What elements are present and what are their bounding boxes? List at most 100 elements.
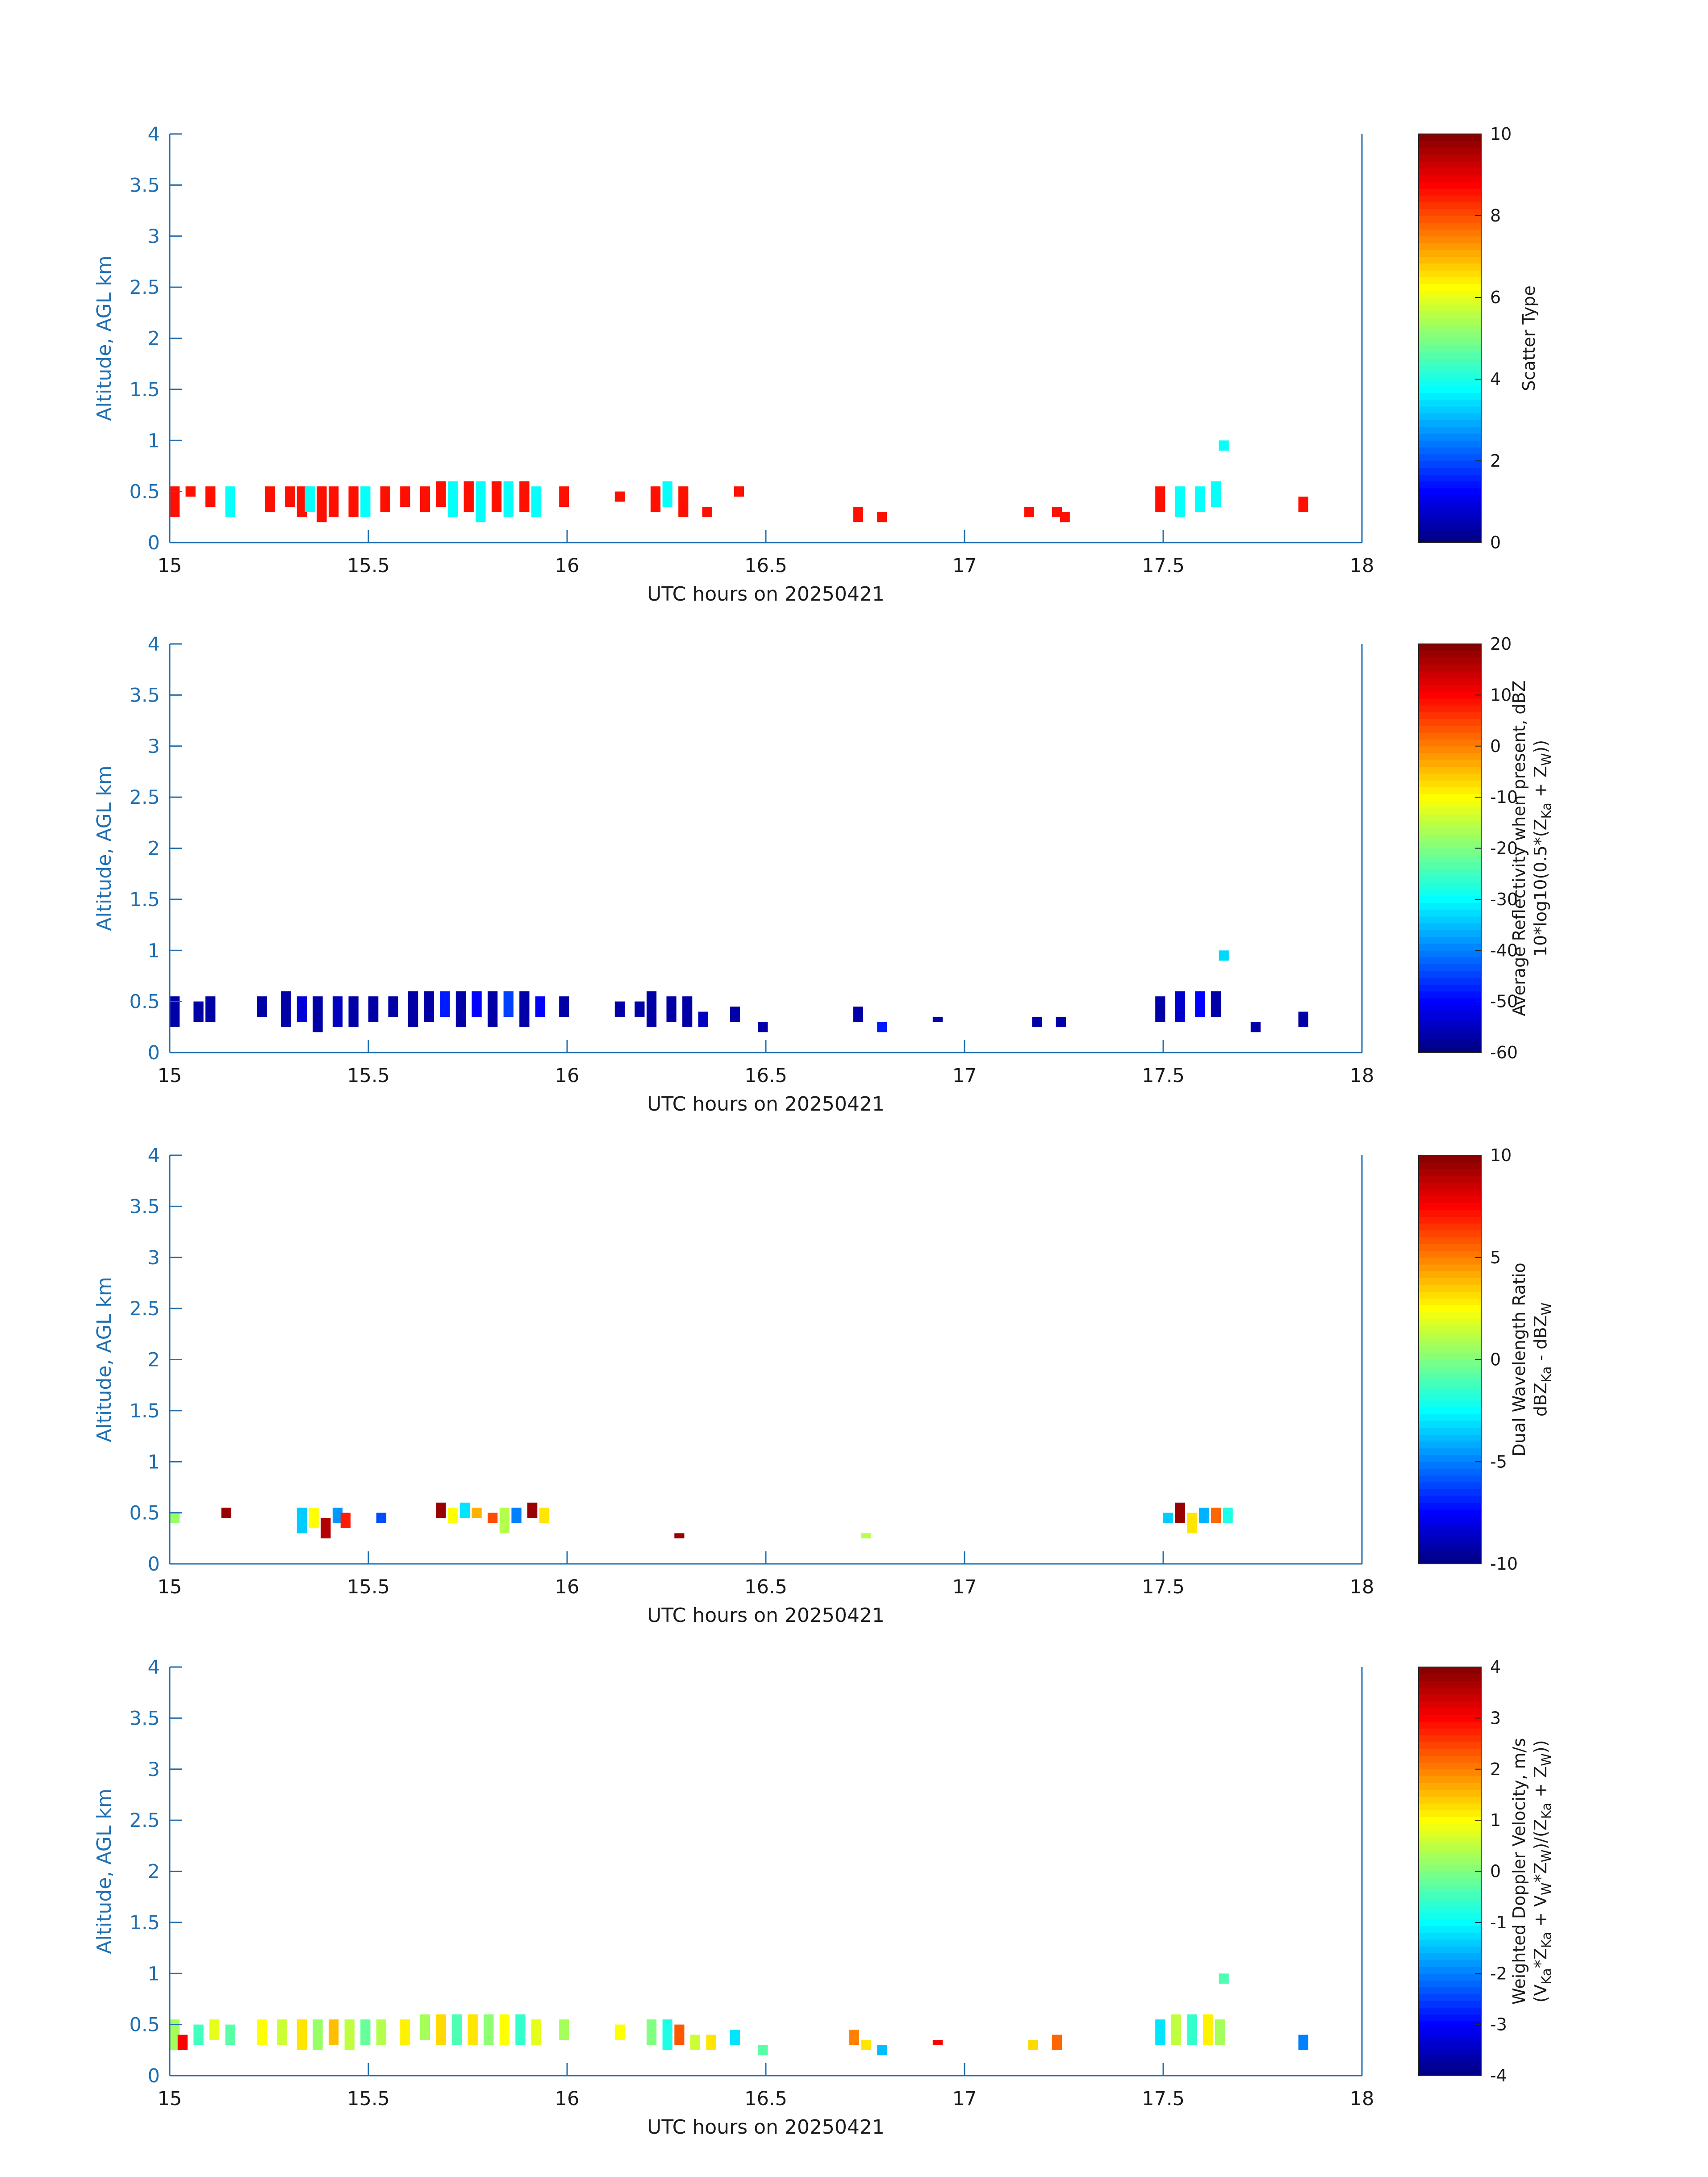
colorbar-segment xyxy=(1419,1878,1481,1885)
colorbar-segment xyxy=(1419,1537,1481,1544)
colorbar-segment xyxy=(1419,1414,1481,1421)
data-cell xyxy=(313,2019,323,2050)
y-tick-label: 2 xyxy=(148,328,160,350)
data-cell xyxy=(1052,2035,1062,2050)
data-cell xyxy=(472,1508,482,1518)
colorbar-segment xyxy=(1419,508,1481,516)
data-cell xyxy=(1298,1011,1308,1027)
panel-4: 0 0.5 1 1.5 2 2.5 3 3.5 4 15 15.5 16 16.5 17 17.5 18 UTC… xyxy=(93,1656,1554,2139)
colorbar-segment xyxy=(1419,501,1481,509)
data-cell xyxy=(511,1508,522,1523)
colorbar-segment xyxy=(1419,304,1481,312)
colorbar-segment xyxy=(1419,1742,1481,1749)
data-cell xyxy=(861,2039,871,2050)
colorbar-segment xyxy=(1419,1045,1481,1053)
data-cell xyxy=(177,2035,188,2050)
data-cell xyxy=(380,486,390,512)
colorbar-segment xyxy=(1419,726,1481,733)
x-tick-label: 17 xyxy=(952,555,977,577)
x-tick-label: 15.5 xyxy=(347,2088,390,2110)
data-cell xyxy=(296,996,307,1022)
y-tick-label: 0.5 xyxy=(129,481,160,503)
colorbar-segment xyxy=(1419,1858,1481,1865)
colorbar-segment xyxy=(1419,2055,1481,2063)
colorbar-segment xyxy=(1419,1803,1481,1810)
colorbar-tick-label: -3 xyxy=(1490,2015,1507,2035)
data-cell xyxy=(277,2019,287,2045)
colorbar-segment xyxy=(1419,426,1481,434)
y-tick-label: 4 xyxy=(148,123,160,146)
data-cell xyxy=(484,2014,494,2045)
colorbar-segment xyxy=(1419,1271,1481,1279)
data-cell xyxy=(296,1508,307,1534)
data-cell xyxy=(662,481,672,507)
colorbar-segment xyxy=(1419,1230,1481,1237)
data-cell xyxy=(499,1508,509,1534)
data-cell xyxy=(225,2024,235,2045)
colorbar-segment xyxy=(1419,1305,1481,1312)
colorbar-segment xyxy=(1419,1353,1481,1360)
data-cell xyxy=(1298,2035,1308,2050)
data-cell xyxy=(877,1022,887,1032)
data-cell xyxy=(1056,1016,1066,1027)
y-tick-label: 0.5 xyxy=(129,1502,160,1525)
colorbar-segment xyxy=(1419,1346,1481,1353)
data-cell xyxy=(1032,1016,1042,1027)
colorbar-segment xyxy=(1419,461,1481,468)
data-cell xyxy=(459,1502,470,1518)
colorbar-segment xyxy=(1419,1278,1481,1285)
colorbar-segment xyxy=(1419,1387,1481,1394)
colorbar-segment xyxy=(1419,739,1481,747)
x-tick-label: 15 xyxy=(158,1065,182,1087)
colorbar-segment xyxy=(1419,1373,1481,1380)
colorbar-segment xyxy=(1419,1175,1481,1183)
data-cell xyxy=(877,2045,887,2056)
colorbar-segment xyxy=(1419,909,1481,917)
colorbar-segment xyxy=(1419,773,1481,781)
colorbar-segment xyxy=(1419,1796,1481,1804)
data-cell xyxy=(440,991,450,1017)
data-cell xyxy=(488,991,498,1027)
data-cell xyxy=(257,2019,267,2045)
data-cell xyxy=(448,481,458,517)
y-tick-label: 4 xyxy=(148,633,160,656)
colorbar-segment xyxy=(1419,454,1481,461)
colorbar-formula-subscript: W xyxy=(1539,1303,1554,1316)
y-tick-label: 2.5 xyxy=(129,1298,160,1320)
colorbar-segment xyxy=(1419,277,1481,284)
colorbar-segment xyxy=(1419,1926,1481,1933)
colorbar-segment xyxy=(1419,984,1481,992)
y-tick-label: 4 xyxy=(148,1145,160,1167)
colorbar-segment xyxy=(1419,515,1481,522)
colorbar-segment xyxy=(1419,1864,1481,1872)
colorbar-segment xyxy=(1419,964,1481,971)
data-cell xyxy=(515,2014,526,2045)
colorbar-segment xyxy=(1419,1885,1481,1892)
colorbar-segment xyxy=(1419,1223,1481,1231)
colorbar-segment xyxy=(1419,1189,1481,1197)
colorbar-segment xyxy=(1419,175,1481,182)
colorbar-segment xyxy=(1419,2035,1481,2042)
y-tick-label: 2.5 xyxy=(129,276,160,299)
colorbar-segment xyxy=(1419,1210,1481,1217)
data-cell xyxy=(1052,506,1062,517)
colorbar-segment xyxy=(1419,263,1481,271)
data-cell xyxy=(1060,512,1070,522)
colorbar-formula-part: + V xyxy=(1531,1895,1550,1932)
colorbar-segment xyxy=(1419,2068,1481,2076)
x-tick-label: 18 xyxy=(1350,1576,1374,1598)
colorbar-segment xyxy=(1419,1892,1481,1899)
x-tick-label: 17 xyxy=(952,1065,977,1087)
x-axis-title: UTC hours on 20250421 xyxy=(647,583,885,606)
y-tick-label: 1.5 xyxy=(129,889,160,911)
y-tick-label: 3.5 xyxy=(129,1707,160,1730)
colorbar-segment xyxy=(1419,794,1481,801)
colorbar-segment xyxy=(1419,1789,1481,1797)
colorbar-segment xyxy=(1419,270,1481,277)
colorbar-formula-part: *Z xyxy=(1531,1862,1550,1882)
data-cell xyxy=(420,2014,430,2040)
colorbar-segment xyxy=(1419,1312,1481,1319)
colorbar-segment xyxy=(1419,1407,1481,1415)
colorbar-tick-label: 0 xyxy=(1490,736,1501,756)
data-cell xyxy=(1199,1508,1209,1523)
